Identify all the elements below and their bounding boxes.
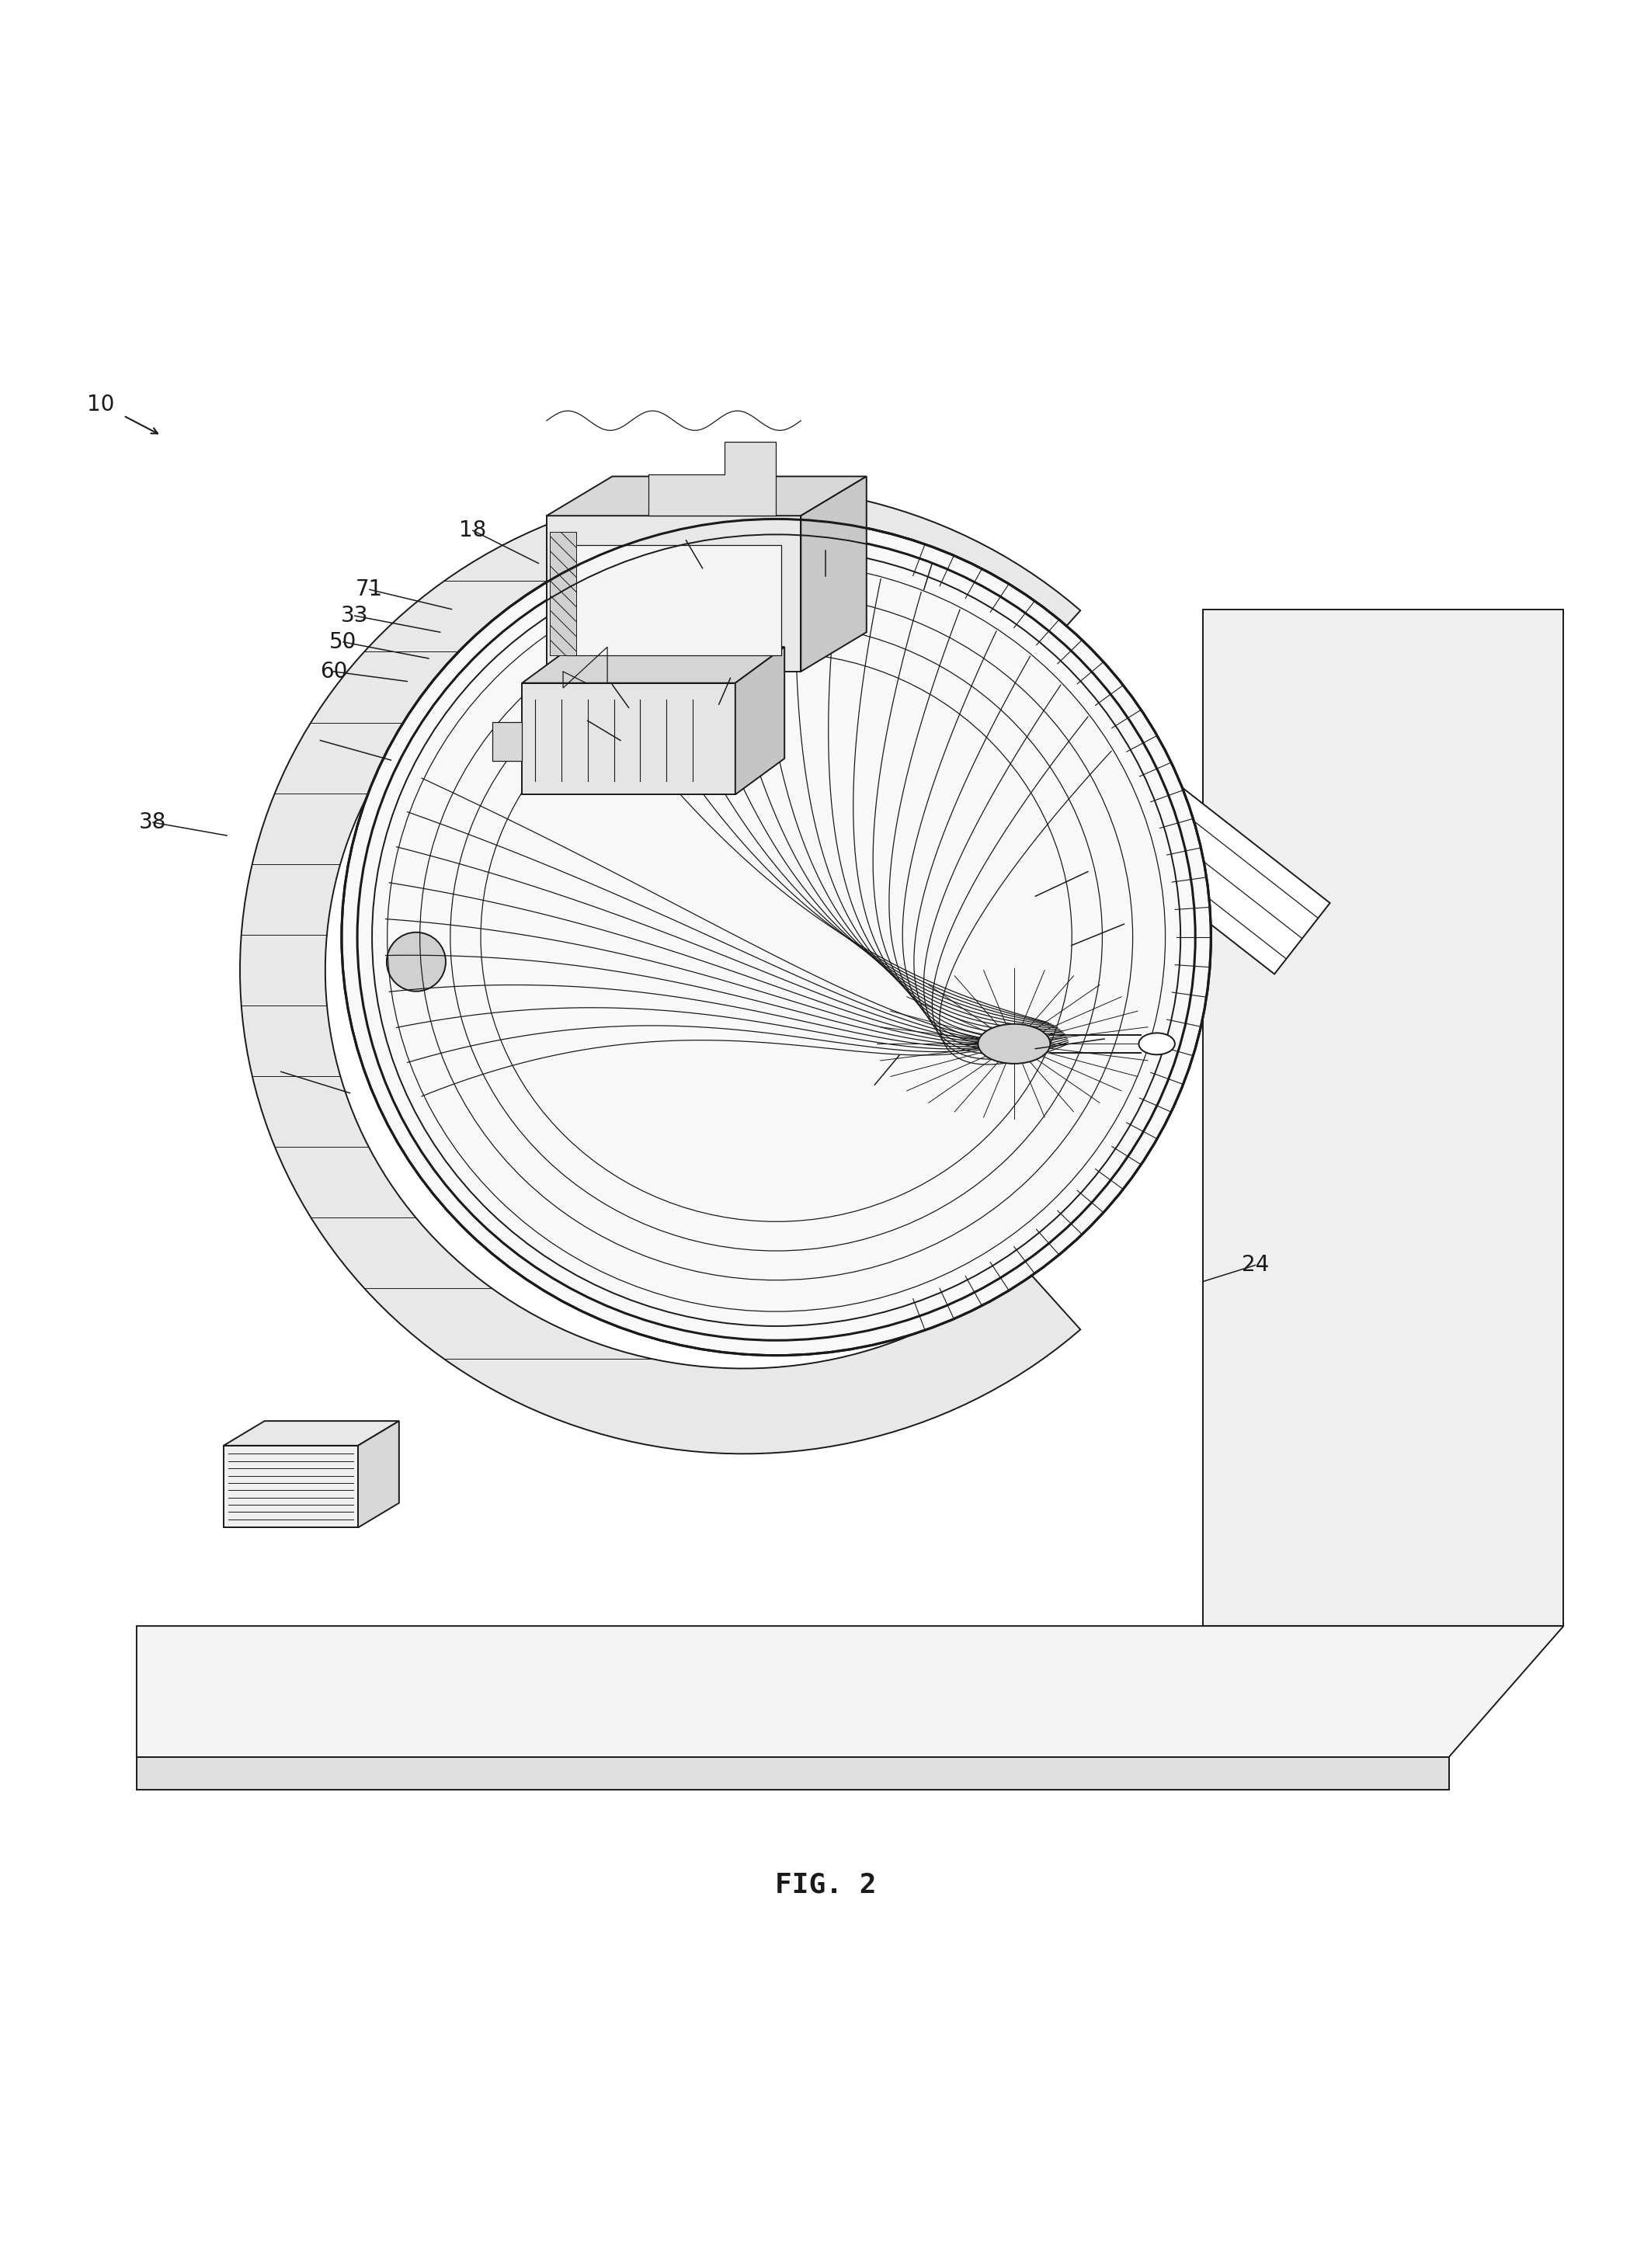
Polygon shape — [137, 1626, 1563, 1758]
Text: 33: 33 — [342, 606, 368, 626]
Polygon shape — [977, 671, 1331, 973]
Polygon shape — [137, 1758, 1450, 1789]
Text: 35: 35 — [599, 674, 626, 696]
Text: 50: 50 — [330, 631, 357, 653]
Polygon shape — [1202, 610, 1563, 1626]
Text: 24: 24 — [1242, 1254, 1270, 1277]
Ellipse shape — [977, 1023, 1050, 1064]
Circle shape — [386, 932, 446, 991]
Text: 38: 38 — [139, 812, 167, 832]
Polygon shape — [223, 1422, 400, 1445]
Text: 14: 14 — [575, 710, 601, 733]
Text: 40: 40 — [672, 528, 700, 551]
Polygon shape — [550, 533, 576, 655]
Text: 20: 20 — [1091, 1027, 1118, 1050]
Polygon shape — [239, 485, 1080, 1454]
Text: 22: 22 — [885, 1043, 913, 1066]
Polygon shape — [801, 476, 867, 671]
Text: 34: 34 — [1075, 862, 1101, 882]
Ellipse shape — [342, 519, 1210, 1356]
Text: 83: 83 — [812, 540, 839, 560]
Text: 71: 71 — [357, 578, 383, 601]
Ellipse shape — [1139, 1032, 1176, 1055]
Text: 28: 28 — [307, 730, 334, 751]
Polygon shape — [546, 476, 867, 515]
Polygon shape — [566, 544, 781, 655]
Polygon shape — [649, 442, 776, 515]
Text: 16: 16 — [717, 667, 745, 689]
Polygon shape — [223, 1445, 358, 1529]
Polygon shape — [358, 1422, 400, 1529]
Polygon shape — [522, 683, 735, 794]
Text: 18: 18 — [459, 519, 487, 542]
Text: 36: 36 — [918, 553, 946, 574]
Polygon shape — [546, 515, 801, 671]
Text: 46: 46 — [267, 1061, 294, 1082]
Bar — [492, 721, 522, 762]
Text: 60: 60 — [320, 660, 347, 683]
Polygon shape — [522, 646, 784, 683]
Polygon shape — [522, 1118, 1055, 1163]
Text: 12: 12 — [1111, 914, 1138, 934]
Polygon shape — [735, 646, 784, 794]
Text: 10: 10 — [88, 392, 114, 415]
Text: FIG. 2: FIG. 2 — [774, 1871, 877, 1898]
